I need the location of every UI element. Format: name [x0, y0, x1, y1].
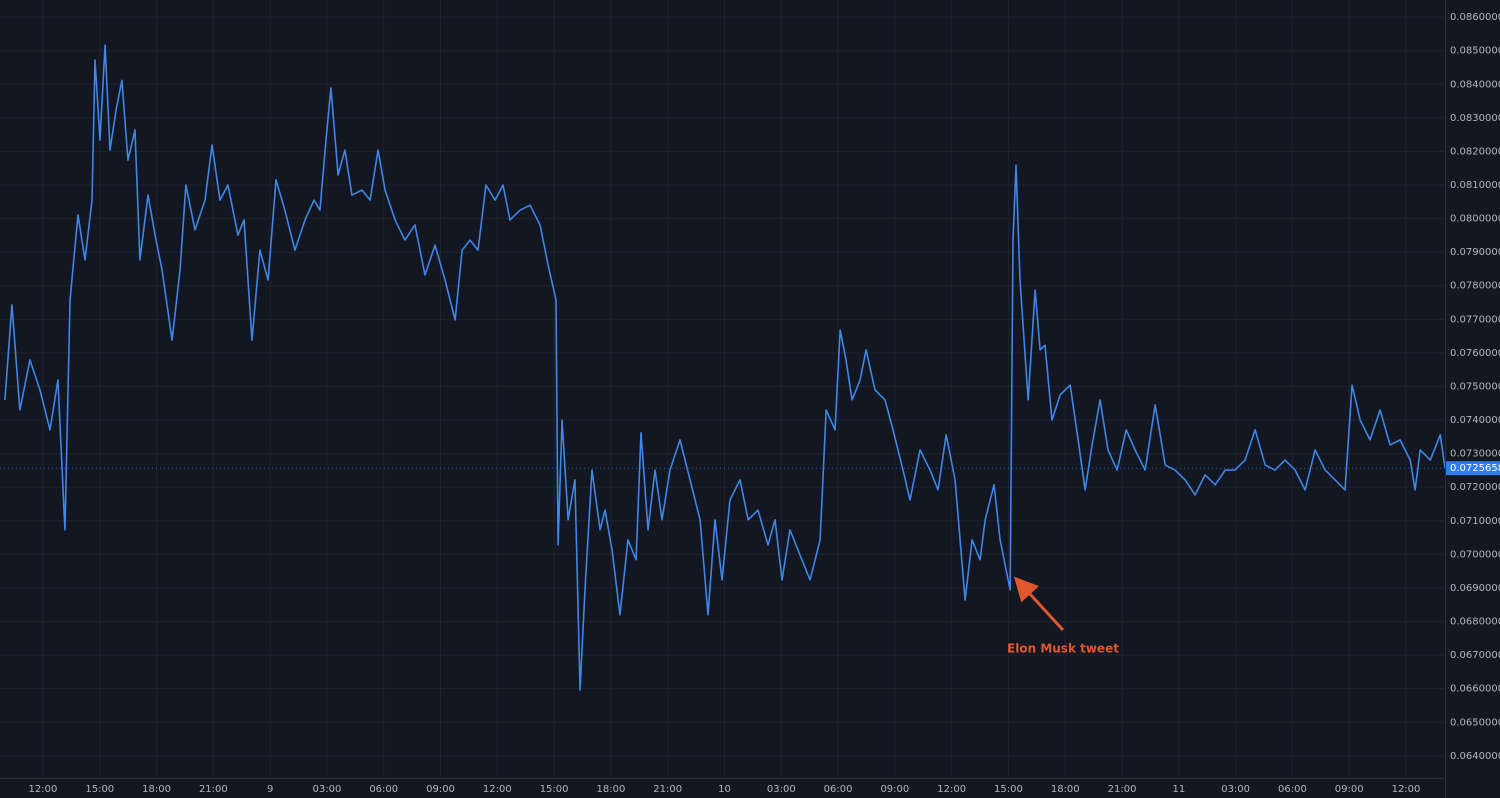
- y-tick-label: 0.08400000: [1450, 79, 1500, 90]
- annotation-label: Elon Musk tweet: [1007, 642, 1119, 656]
- x-tick-label: 12:00: [29, 784, 58, 795]
- x-tick-label: 21:00: [199, 784, 228, 795]
- x-tick-label: 09:00: [1335, 784, 1364, 795]
- x-tick-label: 18:00: [1051, 784, 1080, 795]
- y-tick-label: 0.08300000: [1450, 113, 1500, 124]
- x-tick-label: 09:00: [426, 784, 455, 795]
- y-tick-label: 0.08200000: [1450, 146, 1500, 157]
- y-tick-label: 0.08500000: [1450, 46, 1500, 57]
- y-tick-label: 0.07000000: [1450, 549, 1500, 560]
- y-tick-label: 0.07900000: [1450, 247, 1500, 258]
- last-price-label: 0.07256588: [1450, 463, 1500, 474]
- y-tick-label: 0.06600000: [1450, 684, 1500, 695]
- x-tick-label: 15:00: [85, 784, 114, 795]
- x-tick-label: 06:00: [369, 784, 398, 795]
- y-tick-label: 0.08600000: [1450, 12, 1500, 23]
- x-tick-label: 11: [1172, 784, 1185, 795]
- y-tick-label: 0.08100000: [1450, 180, 1500, 191]
- y-tick-label: 0.07700000: [1450, 314, 1500, 325]
- y-tick-label: 0.06400000: [1450, 751, 1500, 762]
- y-tick-label: 0.06700000: [1450, 650, 1500, 661]
- y-tick-label: 0.07200000: [1450, 482, 1500, 493]
- y-tick-label: 0.07500000: [1450, 381, 1500, 392]
- grid: [0, 0, 1445, 778]
- y-tick-label: 0.06800000: [1450, 617, 1500, 628]
- x-tick-label: 06:00: [1278, 784, 1307, 795]
- x-tick-label: 9: [267, 784, 273, 795]
- y-tick-label: 0.07300000: [1450, 449, 1500, 460]
- y-tick-label: 0.06500000: [1450, 717, 1500, 728]
- x-tick-label: 09:00: [880, 784, 909, 795]
- plot-area: Elon Musk tweet: [0, 44, 1446, 691]
- x-tick-label: 12:00: [937, 784, 966, 795]
- x-tick-label: 03:00: [767, 784, 796, 795]
- y-tick-label: 0.07400000: [1450, 415, 1500, 426]
- y-tick-label: 0.07800000: [1450, 281, 1500, 292]
- last-price-box: [1446, 461, 1500, 476]
- x-tick-label: 06:00: [824, 784, 853, 795]
- x-tick-label: 15:00: [994, 784, 1023, 795]
- x-tick-label: 21:00: [653, 784, 682, 795]
- y-tick-label: 0.07600000: [1450, 348, 1500, 359]
- x-tick-label: 10: [718, 784, 731, 795]
- y-tick-label: 0.07100000: [1450, 516, 1500, 527]
- price-line: [4, 44, 1446, 691]
- y-tick-label: 0.08000000: [1450, 214, 1500, 225]
- x-tick-label: 12:00: [1392, 784, 1421, 795]
- x-tick-label: 18:00: [596, 784, 625, 795]
- x-tick-label: 12:00: [483, 784, 512, 795]
- x-tick-label: 21:00: [1108, 784, 1137, 795]
- x-tick-label: 03:00: [313, 784, 342, 795]
- annotation-arrow: [1013, 576, 1065, 632]
- x-tick-label: 15:00: [540, 784, 569, 795]
- x-tick-label: 03:00: [1221, 784, 1250, 795]
- y-tick-label: 0.06900000: [1450, 583, 1500, 594]
- x-tick-label: 18:00: [142, 784, 171, 795]
